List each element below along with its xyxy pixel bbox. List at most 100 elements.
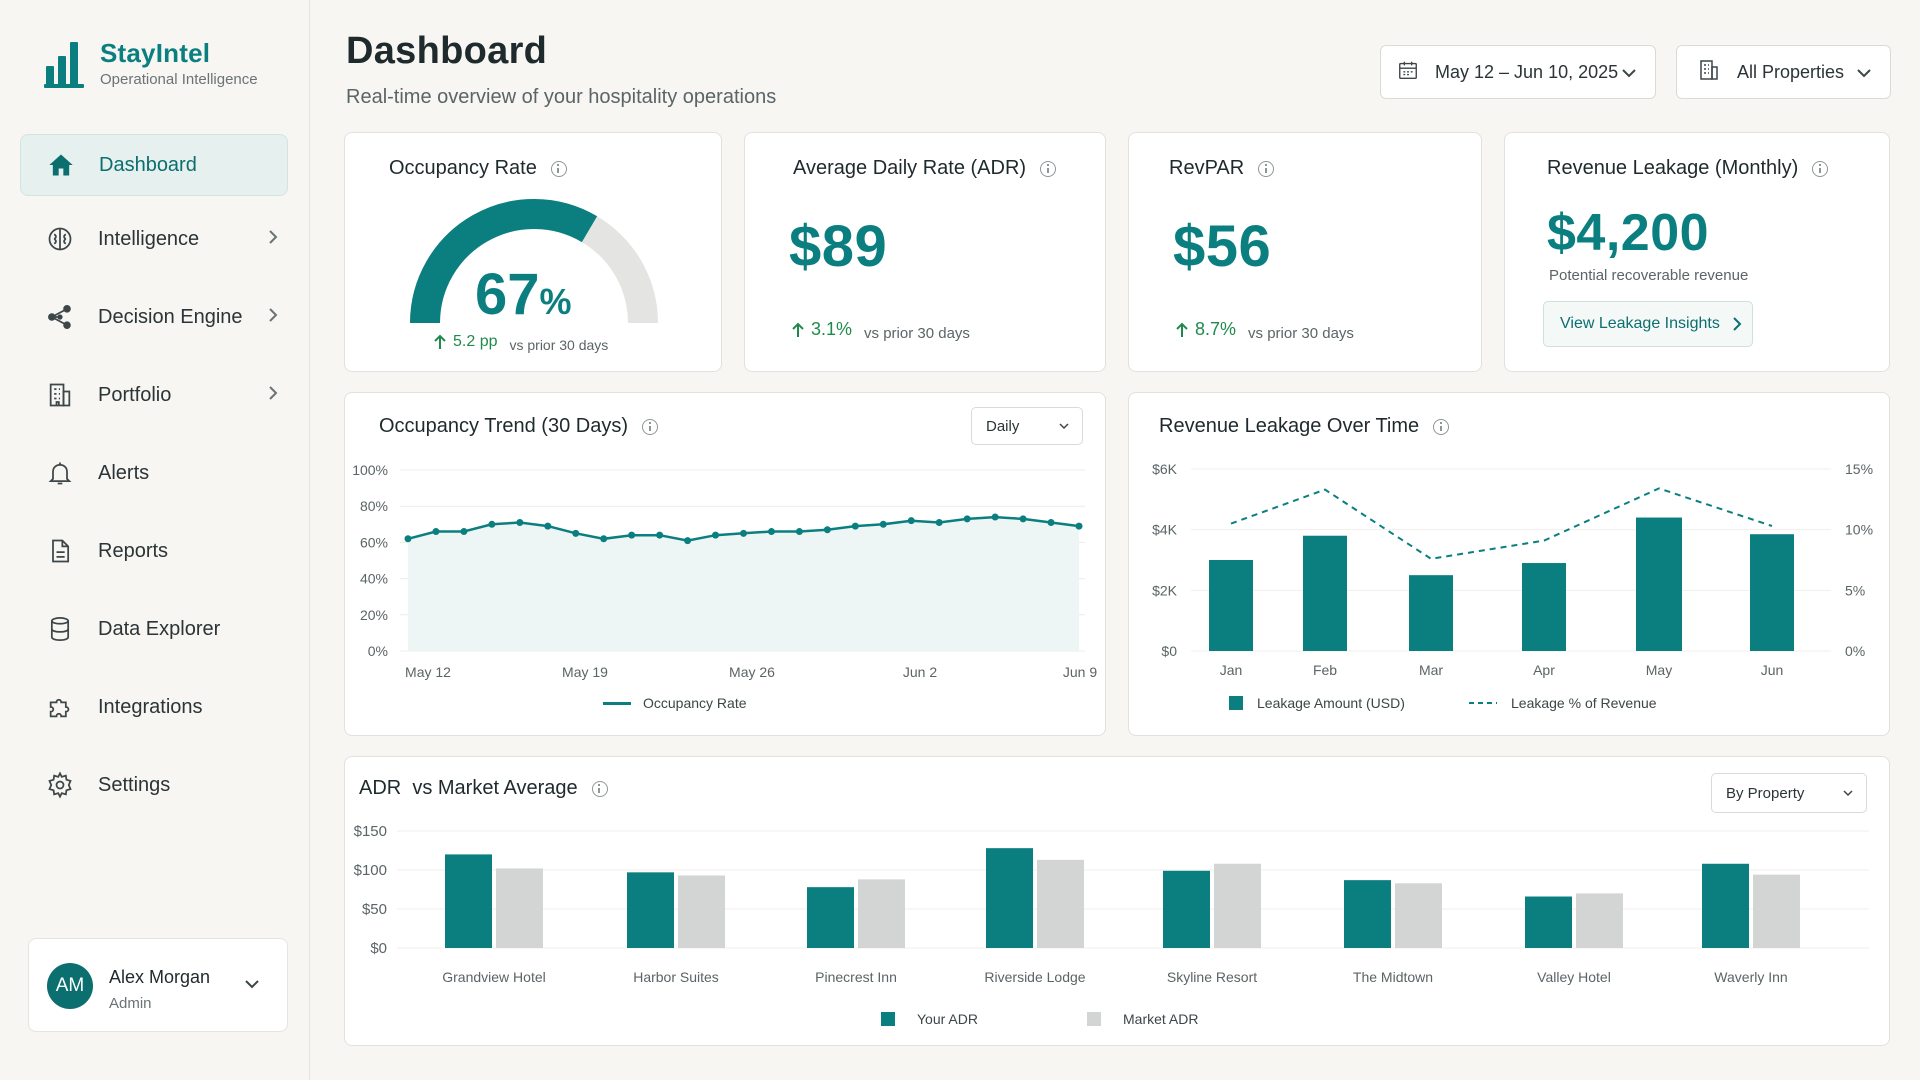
sidebar-item-label: Portfolio	[98, 383, 172, 406]
page-subtitle: Real-time overview of your hospitality o…	[346, 86, 777, 108]
info-icon[interactable]	[1040, 160, 1057, 177]
user-name: Alex Morgan	[109, 967, 211, 987]
market-adr-bar	[1576, 893, 1623, 948]
legend-label: Leakage Amount (USD)	[1257, 695, 1405, 711]
occupancy-point	[656, 531, 664, 539]
leakage-bar	[1636, 517, 1682, 651]
sidebar-item-data-explorer[interactable]: Data Explorer	[20, 598, 288, 660]
view-leakage-insights-button[interactable]: View Leakage Insights	[1543, 301, 1753, 347]
info-icon[interactable]	[1258, 160, 1275, 177]
x-tick-label: Harbor Suites	[633, 969, 719, 985]
info-icon[interactable]	[591, 780, 608, 797]
kpi-title-adr: Average Daily Rate (ADR)	[793, 157, 1057, 180]
occupancy-gauge	[410, 199, 658, 324]
button-label: View Leakage Insights	[1560, 315, 1720, 332]
chart-title-text: ADR vs Market Average	[359, 777, 578, 799]
sidebar-item-label: Reports	[98, 539, 169, 562]
chart-title-text: Occupancy Trend (30 Days)	[379, 415, 628, 437]
occupancy-point	[935, 518, 943, 526]
occupancy-point	[823, 526, 831, 534]
chart-title-text: Revenue Leakage Over Time	[1159, 415, 1420, 437]
x-tick-label: Valley Hotel	[1537, 969, 1611, 985]
your-adr-bar	[807, 887, 854, 948]
property-filter[interactable]: All Properties	[1676, 45, 1891, 99]
sidebar-item-alerts[interactable]: Alerts	[20, 442, 288, 504]
x-tick-label: May	[1646, 662, 1672, 678]
info-icon[interactable]	[1433, 418, 1450, 435]
sidebar-item-integrations[interactable]: Integrations	[20, 676, 288, 738]
delta-text: 8.7%	[1195, 319, 1237, 339]
market-adr-bar	[678, 875, 725, 948]
revenue-leakage-title: Revenue Leakage Over Time	[1159, 415, 1450, 438]
date-range-picker[interactable]: May 12 – Jun 10, 2025	[1380, 45, 1656, 99]
app-logo[interactable]: StayIntel Operational Intelligence	[44, 38, 258, 88]
sidebar-item-dashboard[interactable]: Dashboard	[20, 134, 288, 196]
chevron-down-icon	[1059, 423, 1069, 430]
arrow-up-icon	[1176, 322, 1188, 337]
page-title: Dashboard	[346, 30, 548, 72]
your-adr-bar	[445, 854, 492, 948]
granularity-select[interactable]: Daily	[971, 407, 1083, 445]
occupancy-point	[404, 535, 412, 543]
revenue-leakage-chart: $0 $2K $4K $6K 0% 5% 10% 15% Jan Feb Mar Apr May Jun	[1152, 461, 1873, 678]
occupancy-point	[432, 528, 440, 536]
sidebar-item-portfolio[interactable]: Portfolio	[20, 364, 288, 426]
brain-icon	[44, 223, 76, 255]
chevron-down-icon	[1843, 790, 1853, 797]
leakage-bar	[1303, 535, 1347, 651]
leakage-note: Potential recoverable revenue	[1549, 267, 1749, 284]
sidebar-item-reports[interactable]: Reports	[20, 520, 288, 582]
leakage-bar	[1409, 575, 1453, 651]
your-adr-bar	[1525, 896, 1572, 948]
occupancy-point	[963, 515, 971, 523]
kpi-title-text: Average Daily Rate (ADR)	[793, 157, 1027, 179]
legend-label: Occupancy Rate	[643, 695, 747, 711]
chevron-down-icon	[243, 977, 261, 995]
group-by-select[interactable]: By Property	[1711, 773, 1867, 813]
y-tick-label: $150	[354, 823, 387, 840]
kpi-card-occupancy: Occupancy Rate 67 % 5.2 pp vs prior 30 d…	[344, 132, 722, 372]
arrow-up-icon	[792, 322, 804, 337]
y-tick-label: $50	[362, 901, 387, 918]
occupancy-delta: 5.2 pp vs prior 30 days	[433, 333, 608, 353]
leakage-bar	[1750, 534, 1794, 651]
legend-dashed-swatch	[1469, 702, 1497, 704]
info-icon[interactable]	[1812, 160, 1829, 177]
user-menu[interactable]: AM Alex Morgan Admin	[28, 938, 288, 1032]
y-tick-label-left: $0	[1161, 643, 1177, 659]
sidebar-nav: Dashboard Intelligence Decision Engine P…	[20, 134, 288, 832]
your-adr-bar	[1344, 880, 1391, 948]
bell-icon	[44, 457, 76, 489]
adr-delta-value: 3.1%	[791, 319, 852, 340]
y-tick-label: 100%	[352, 462, 388, 478]
occupancy-point	[879, 520, 887, 528]
document-icon	[44, 535, 76, 567]
y-tick-label: 0%	[368, 643, 388, 659]
occupancy-point	[851, 522, 859, 530]
kpi-title-text: Revenue Leakage (Monthly)	[1547, 157, 1799, 179]
occupancy-point	[488, 520, 496, 528]
sidebar-item-intelligence[interactable]: Intelligence	[20, 208, 288, 270]
leakage-bar	[1209, 560, 1253, 651]
y-tick-label-right: 5%	[1845, 582, 1865, 598]
building-icon	[44, 379, 76, 411]
legend-label: Market ADR	[1123, 1011, 1199, 1027]
revpar-value: $56	[1173, 214, 1272, 279]
occupancy-point	[991, 513, 999, 521]
user-role: Admin	[109, 995, 152, 1012]
sidebar-item-label: Intelligence	[98, 227, 200, 250]
occupancy-value-unit: %	[539, 281, 572, 322]
occupancy-point	[767, 528, 775, 536]
legend-bar-swatch	[1087, 1012, 1101, 1026]
chevron-right-icon	[266, 227, 280, 252]
info-icon[interactable]	[642, 418, 658, 435]
leakage-legend-amount: Leakage Amount (USD)	[1229, 695, 1405, 711]
occupancy-point	[740, 529, 747, 537]
y-tick-label: 80%	[360, 498, 388, 514]
occupancy-point	[516, 518, 524, 526]
chevron-down-icon	[1856, 66, 1872, 84]
info-icon[interactable]	[550, 160, 567, 177]
sidebar-item-decision-engine[interactable]: Decision Engine	[20, 286, 288, 348]
x-tick-label: Apr	[1533, 662, 1555, 678]
sidebar-item-settings[interactable]: Settings	[20, 754, 288, 816]
